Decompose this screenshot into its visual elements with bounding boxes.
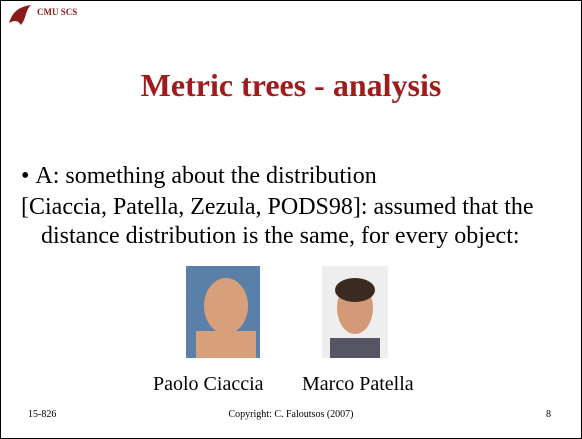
footer-center: Copyright: C. Faloutsos (2007)	[228, 409, 354, 420]
photo-patella	[322, 266, 388, 358]
paragraph: [Ciaccia, Patella, Zezula, PODS98]: assu…	[21, 194, 534, 249]
footer-right: 8	[546, 409, 551, 420]
title: Metric trees - analysis	[140, 67, 442, 103]
name-ciaccia: Paolo Ciaccia	[153, 373, 264, 395]
header-label: CMU SCS	[37, 7, 78, 17]
name-patella: Marco Patella	[302, 373, 414, 395]
bullet: • A: something about the distribution	[21, 163, 377, 189]
photo-ciaccia	[186, 266, 260, 358]
bullet-text: A: something about the distribution	[35, 163, 377, 189]
logo	[9, 5, 31, 25]
footer-left: 15-826	[28, 409, 57, 420]
